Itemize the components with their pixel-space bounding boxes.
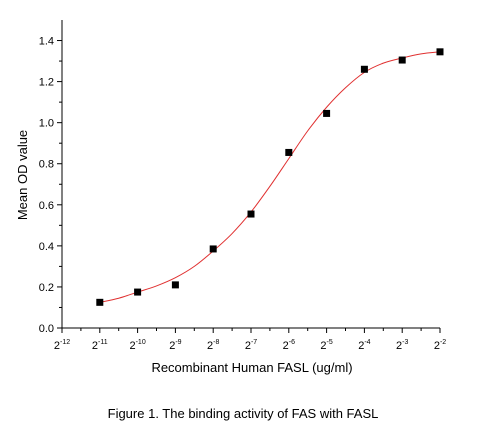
- fit-curve: [99, 51, 441, 303]
- y-axis-ticks: 0.0 0.2 0.4 0.6 0.8 1.0 1.2 1.4: [39, 36, 62, 335]
- x-tick-label: 2-10: [129, 339, 145, 352]
- data-point: [323, 109, 331, 117]
- data-point: [247, 210, 255, 218]
- y-tick-label: 0.8: [39, 159, 54, 171]
- data-point: [436, 48, 444, 56]
- y-tick-label: 0.0: [39, 323, 54, 335]
- y-tick-label: 1.0: [39, 118, 54, 130]
- x-tick-label: 2-11: [92, 339, 108, 352]
- data-point: [96, 298, 104, 306]
- x-tick-label: 2-4: [358, 339, 370, 352]
- x-tick-label: 2-5: [320, 339, 332, 352]
- data-point: [285, 148, 293, 156]
- y-tick-label: 0.4: [39, 241, 54, 253]
- data-point: [209, 245, 217, 253]
- x-axis-ticks: 2-12 2-11 2-10 2-9 2-8 2-7 2-6 2-5 2-4 2-3 2-2: [54, 328, 446, 352]
- data-point: [398, 56, 406, 64]
- y-axis-title: Mean OD value: [15, 130, 30, 220]
- y-tick-label: 1.2: [39, 77, 54, 89]
- x-tick-label: 2-9: [169, 339, 181, 352]
- x-tick-label: 2-6: [283, 339, 295, 352]
- figure-caption: Figure 1. The binding activity of FAS wi…: [107, 406, 379, 421]
- x-tick-label: 2-7: [245, 339, 257, 352]
- y-tick-label: 1.4: [39, 36, 54, 48]
- x-tick-label: 2-8: [207, 339, 219, 352]
- chart-axes: [61, 20, 440, 329]
- x-tick-label: 2-12: [54, 339, 70, 352]
- data-point: [171, 281, 179, 289]
- y-tick-label: 0.6: [39, 200, 54, 212]
- data-point: [134, 288, 142, 296]
- x-axis-title: Recombinant Human FASL (ug/ml): [151, 360, 352, 375]
- data-point: [360, 65, 368, 73]
- y-tick-label: 0.2: [39, 282, 54, 294]
- data-points: [96, 48, 444, 306]
- x-tick-label: 2-2: [434, 339, 446, 352]
- x-tick-label: 2-3: [396, 339, 408, 352]
